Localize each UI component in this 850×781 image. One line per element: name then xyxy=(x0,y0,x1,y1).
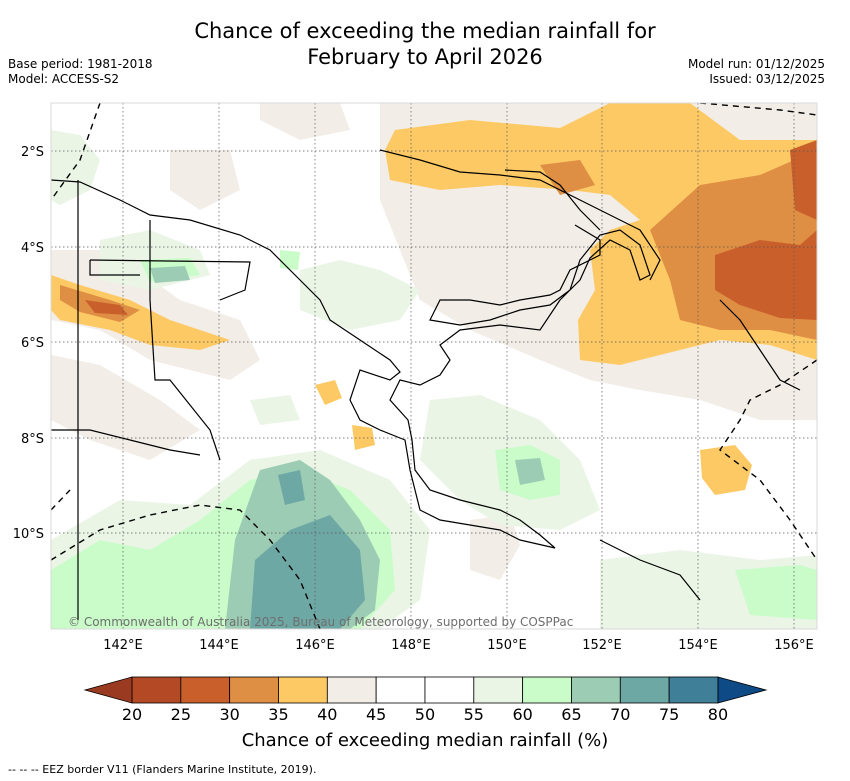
colorbar-tick-label: 25 xyxy=(171,705,191,724)
lon-label: 154°E xyxy=(678,638,718,653)
colorbar-tick-label: 40 xyxy=(317,705,337,724)
map-frame xyxy=(50,102,818,630)
colorbar-box xyxy=(229,676,279,704)
base-period: Base period: 1981-2018 xyxy=(8,57,153,71)
lon-label: 144°E xyxy=(199,638,239,653)
colorbar-ticks: 20 25 30 35 40 45 50 55 60 65 70 75 80 xyxy=(122,705,728,724)
colorbar-tick-label: 30 xyxy=(219,705,239,724)
lon-label: 156°E xyxy=(774,638,814,653)
lat-label: 2°S xyxy=(21,145,44,160)
coastlines xyxy=(51,149,801,620)
model-name: Model: ACCESS-S2 xyxy=(8,72,120,86)
lat-label: 4°S xyxy=(21,241,44,256)
lon-label: 146°E xyxy=(295,638,335,653)
map-title: Chance of exceeding the median rainfall … xyxy=(0,18,850,70)
colorbar-title: Chance of exceeding median rainfall (%) xyxy=(241,730,609,751)
colorbar-high-arrow xyxy=(717,676,768,704)
colorbar-box xyxy=(668,676,719,704)
colorbar-tick-label: 70 xyxy=(610,705,630,724)
lat-label: 6°S xyxy=(21,336,44,351)
meta-left: Base period: 1981-2018 Model: ACCESS-S2 xyxy=(8,57,153,87)
issued-date: Issued: 03/12/2025 xyxy=(709,72,825,86)
colorbar-tick-label: 35 xyxy=(268,705,288,724)
colorbar-box xyxy=(375,676,426,704)
lat-label: 10°S xyxy=(13,527,44,542)
colorbar-tick-label: 65 xyxy=(561,705,581,724)
colorbar-box xyxy=(522,676,572,704)
colorbar-tick-label: 80 xyxy=(708,705,728,724)
colorbar-box xyxy=(180,676,231,704)
colorbar-box xyxy=(131,676,182,704)
colorbar-tick-label: 50 xyxy=(415,705,435,724)
colorbar-boxes xyxy=(131,676,719,704)
lon-label: 148°E xyxy=(391,638,431,653)
colorbar-low-arrow xyxy=(83,676,133,704)
lat-label: 8°S xyxy=(21,432,44,447)
colorbar-tick-label: 45 xyxy=(366,705,386,724)
colorbar-box xyxy=(571,676,621,704)
lon-label: 152°E xyxy=(582,638,622,653)
model-run: Model run: 01/12/2025 xyxy=(687,57,825,71)
copyright-text: © Commonwealth of Australia 2025, Bureau… xyxy=(68,615,573,629)
meta-right: Model run: 01/12/2025 Issued: 03/12/2025 xyxy=(688,57,825,87)
colorbar-box xyxy=(473,676,524,704)
colorbar-tick-label: 60 xyxy=(512,705,532,724)
title-line-1: Chance of exceeding the median rainfall … xyxy=(194,19,656,43)
rainfall-shading xyxy=(51,103,817,629)
footnote: -- -- -- EEZ border V11 (Flanders Marine… xyxy=(8,763,317,776)
lon-label: 142°E xyxy=(103,638,143,653)
colorbar-tick-label: 55 xyxy=(464,705,484,724)
colorbar-box xyxy=(619,676,670,704)
colorbar-box xyxy=(424,676,475,704)
colorbar-tick-label: 75 xyxy=(659,705,679,724)
lon-label: 150°E xyxy=(487,638,527,653)
colorbar-tick-label: 20 xyxy=(122,705,142,724)
colorbar-box xyxy=(326,676,377,704)
eez-borders xyxy=(51,103,817,629)
colorbar-box xyxy=(278,676,328,704)
title-line-2: February to April 2026 xyxy=(307,45,543,69)
